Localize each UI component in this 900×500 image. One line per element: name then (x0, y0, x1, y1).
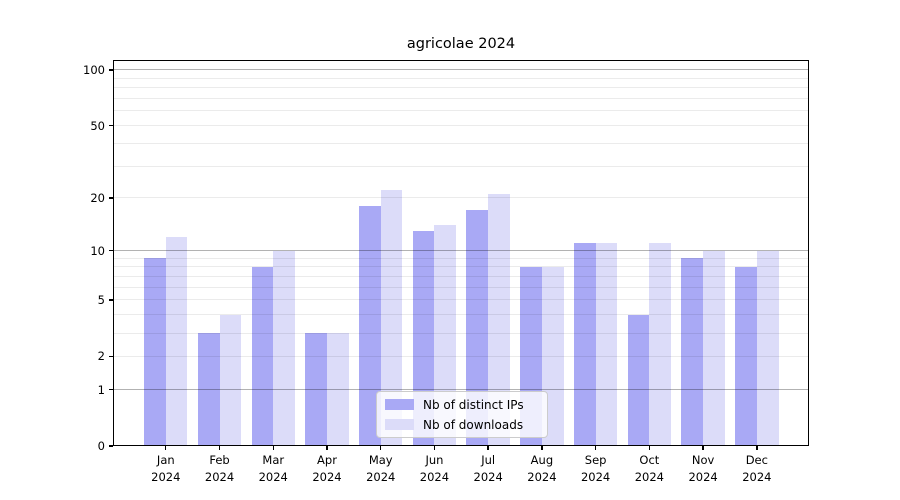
legend: Nb of distinct IPs Nb of downloads (376, 391, 548, 438)
bar (703, 250, 725, 446)
x-axis-tick (487, 446, 489, 450)
bar (273, 250, 295, 446)
y-tick-label: 5 (97, 292, 105, 307)
y-axis-tick (109, 445, 113, 447)
x-axis-tick (380, 446, 382, 450)
x-axis-tick (433, 446, 436, 450)
x-axis-tick (272, 446, 274, 450)
y-axis-tick (109, 355, 113, 358)
bar (735, 266, 757, 446)
plot-area: Nb of distinct IPs Nb of downloads (113, 60, 809, 446)
y-tick-label: 2 (97, 349, 105, 364)
x-tick-label: Dec 2024 (742, 453, 772, 484)
legend-swatch-downloads (385, 419, 414, 430)
bar (144, 258, 166, 446)
bar (595, 243, 618, 446)
y-tick-label: 1 (97, 382, 105, 397)
x-axis-tick (594, 446, 597, 450)
y-axis-tick (109, 197, 113, 199)
gridline (113, 142, 809, 144)
gridline (113, 98, 809, 100)
gridline (113, 69, 809, 71)
y-tick-label: 10 (90, 243, 105, 258)
bar (573, 243, 596, 446)
x-tick-label: May 2024 (366, 453, 396, 484)
y-axis-tick (109, 124, 113, 127)
gridline (113, 389, 809, 390)
bar (649, 243, 672, 446)
y-tick-label: 100 (83, 62, 105, 77)
gridline (113, 299, 809, 301)
gridline (113, 165, 809, 167)
x-tick-label: Jun 2024 (419, 453, 450, 484)
x-axis-tick (702, 446, 704, 450)
bar (165, 236, 188, 446)
y-axis-tick (109, 69, 113, 71)
x-axis-tick (648, 446, 651, 450)
gridline (113, 257, 809, 259)
bar (380, 190, 403, 446)
x-tick-label: Sep 2024 (580, 453, 611, 484)
y-axis-tick (109, 299, 113, 301)
y-tick-label: 0 (97, 439, 105, 453)
x-tick-label: Feb 2024 (204, 453, 235, 484)
gridline (113, 266, 809, 268)
legend-label-distinct-ips: Nb of distinct IPs (423, 397, 524, 412)
x-axis-tick (218, 446, 221, 450)
x-tick-label: Apr 2024 (312, 453, 342, 484)
gridline (113, 286, 809, 288)
gridline (113, 125, 809, 127)
x-tick-label: Nov 2024 (688, 453, 718, 484)
bar (756, 250, 779, 446)
bar (488, 194, 510, 446)
chart-title: agricolae 2024 (406, 36, 516, 52)
bar (627, 314, 650, 446)
gridline (113, 314, 809, 316)
x-tick-label: Aug 2024 (527, 453, 557, 484)
gridline (113, 87, 809, 89)
legend-row: Nb of downloads (385, 418, 539, 432)
x-tick-label: Jul 2024 (473, 453, 503, 484)
x-tick-label: Oct 2024 (634, 453, 664, 484)
gridline (113, 355, 809, 357)
gridline (113, 332, 809, 334)
gridline (113, 276, 809, 278)
gridline (113, 250, 809, 252)
bar (681, 258, 704, 446)
y-tick-label: 50 (90, 118, 105, 133)
bar (434, 225, 457, 446)
bar (359, 206, 381, 446)
x-axis-tick (326, 446, 328, 450)
gridline (113, 110, 809, 112)
legend-row: Nb of distinct IPs (385, 398, 539, 412)
bar (219, 314, 242, 446)
bar (466, 210, 489, 446)
legend-swatch-distinct-ips (385, 399, 414, 410)
x-axis-tick (541, 446, 543, 450)
x-axis-tick (756, 446, 758, 450)
gridline (113, 77, 809, 79)
bar (251, 266, 274, 446)
x-axis-tick (165, 446, 167, 450)
gridline (113, 197, 809, 199)
x-tick-label: Jan 2024 (151, 453, 181, 484)
bar (326, 333, 349, 446)
bar (305, 333, 327, 446)
y-tick-label: 20 (90, 190, 105, 205)
legend-label-downloads: Nb of downloads (423, 417, 524, 432)
bar (197, 333, 220, 446)
x-tick-label: Mar 2024 (258, 453, 288, 484)
y-axis-tick (109, 249, 113, 252)
y-axis-tick (109, 388, 113, 391)
